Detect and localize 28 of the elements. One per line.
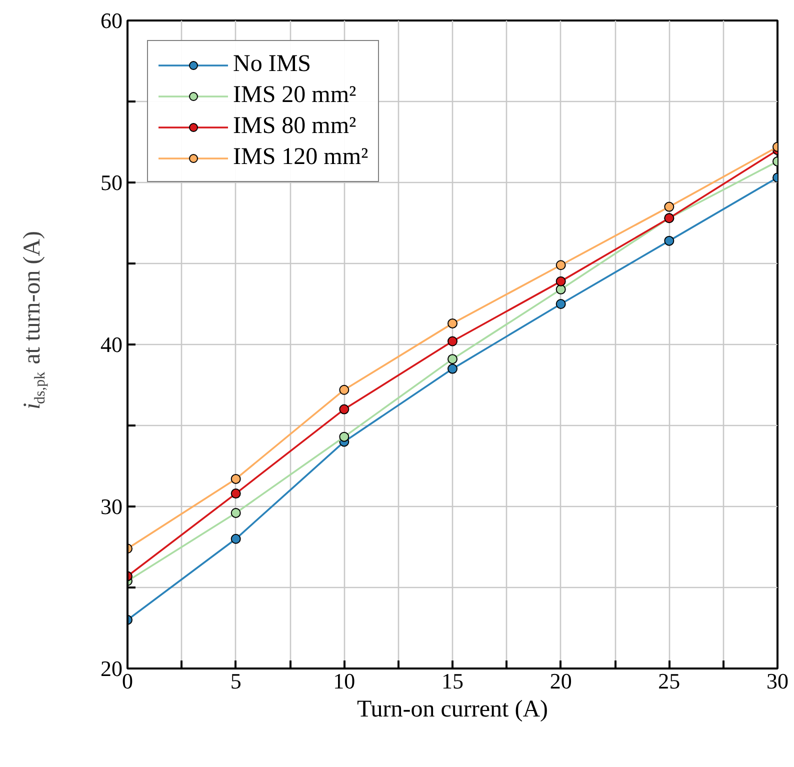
- y-tick-label: 50: [100, 170, 122, 195]
- legend-label: No IMS: [233, 51, 312, 78]
- point: [556, 260, 566, 270]
- point: [556, 276, 566, 286]
- y-axis-title: ids,pk at turn-on (A): [20, 230, 48, 410]
- legend-label: IMS 120 mm²: [233, 144, 368, 171]
- point: [339, 432, 350, 442]
- x-tick-label: 30: [766, 668, 788, 694]
- y-tick-label: 30: [100, 494, 122, 519]
- legend-label: IMS 80 mm²: [233, 113, 356, 140]
- x-axis-title: Turn-on current (A): [356, 696, 548, 722]
- x-tick-label: 5: [230, 668, 242, 694]
- x-tick-label: 10: [333, 668, 356, 694]
- point: [448, 364, 458, 374]
- point: [448, 354, 458, 364]
- x-tick-label: 0: [122, 668, 133, 694]
- point: [556, 299, 566, 309]
- y-tick-label: 40: [100, 332, 122, 357]
- point: [339, 384, 350, 395]
- point: [556, 284, 566, 294]
- legend-label: IMS 20 mm²: [233, 82, 356, 109]
- point: [448, 318, 458, 328]
- x-tick-label: 25: [658, 668, 680, 694]
- point: [448, 336, 458, 346]
- point: [339, 404, 350, 414]
- x-tick-label: 15: [442, 668, 464, 694]
- y-tick-label: 60: [100, 8, 122, 33]
- x-tick-label: 20: [550, 668, 572, 694]
